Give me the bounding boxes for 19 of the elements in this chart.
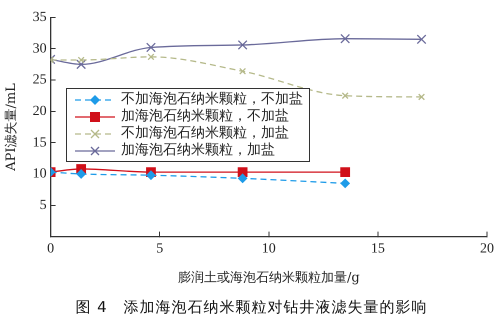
legend-label: 加海泡石纳米颗粒，不加盐 — [121, 108, 289, 125]
y-tick-label: 35 — [32, 10, 47, 26]
x-tick-label: 10 — [262, 242, 276, 257]
x-tick-label: 0 — [47, 242, 54, 257]
y-tick-label: 5 — [40, 198, 47, 213]
x-tick-label: 5 — [156, 242, 164, 257]
x-tick-label: 15 — [370, 242, 385, 257]
legend-label: 加海泡石纳米颗粒，加盐 — [121, 142, 275, 159]
x-axis-title: 膨润土或海泡石纳米颗粒加量/g — [178, 270, 360, 286]
x-tick-label: 20 — [480, 242, 494, 257]
y-tick-label: 30 — [32, 41, 47, 56]
legend-label: 不加海泡石纳米颗粒，不加盐 — [121, 91, 303, 108]
y-axis-title: API滤失量/mL — [4, 82, 20, 172]
y-tick-label: 10 — [32, 166, 47, 182]
y-tick-label: 25 — [32, 72, 47, 88]
legend-label: 不加海泡石纳米颗粒，加盐 — [121, 125, 289, 142]
y-tick-label: 20 — [32, 104, 47, 120]
text: 图 4 添加海泡石纳米颗粒对钻井液滤失量的影响 — [74, 298, 429, 317]
y-tick-label: 15 — [32, 135, 47, 150]
